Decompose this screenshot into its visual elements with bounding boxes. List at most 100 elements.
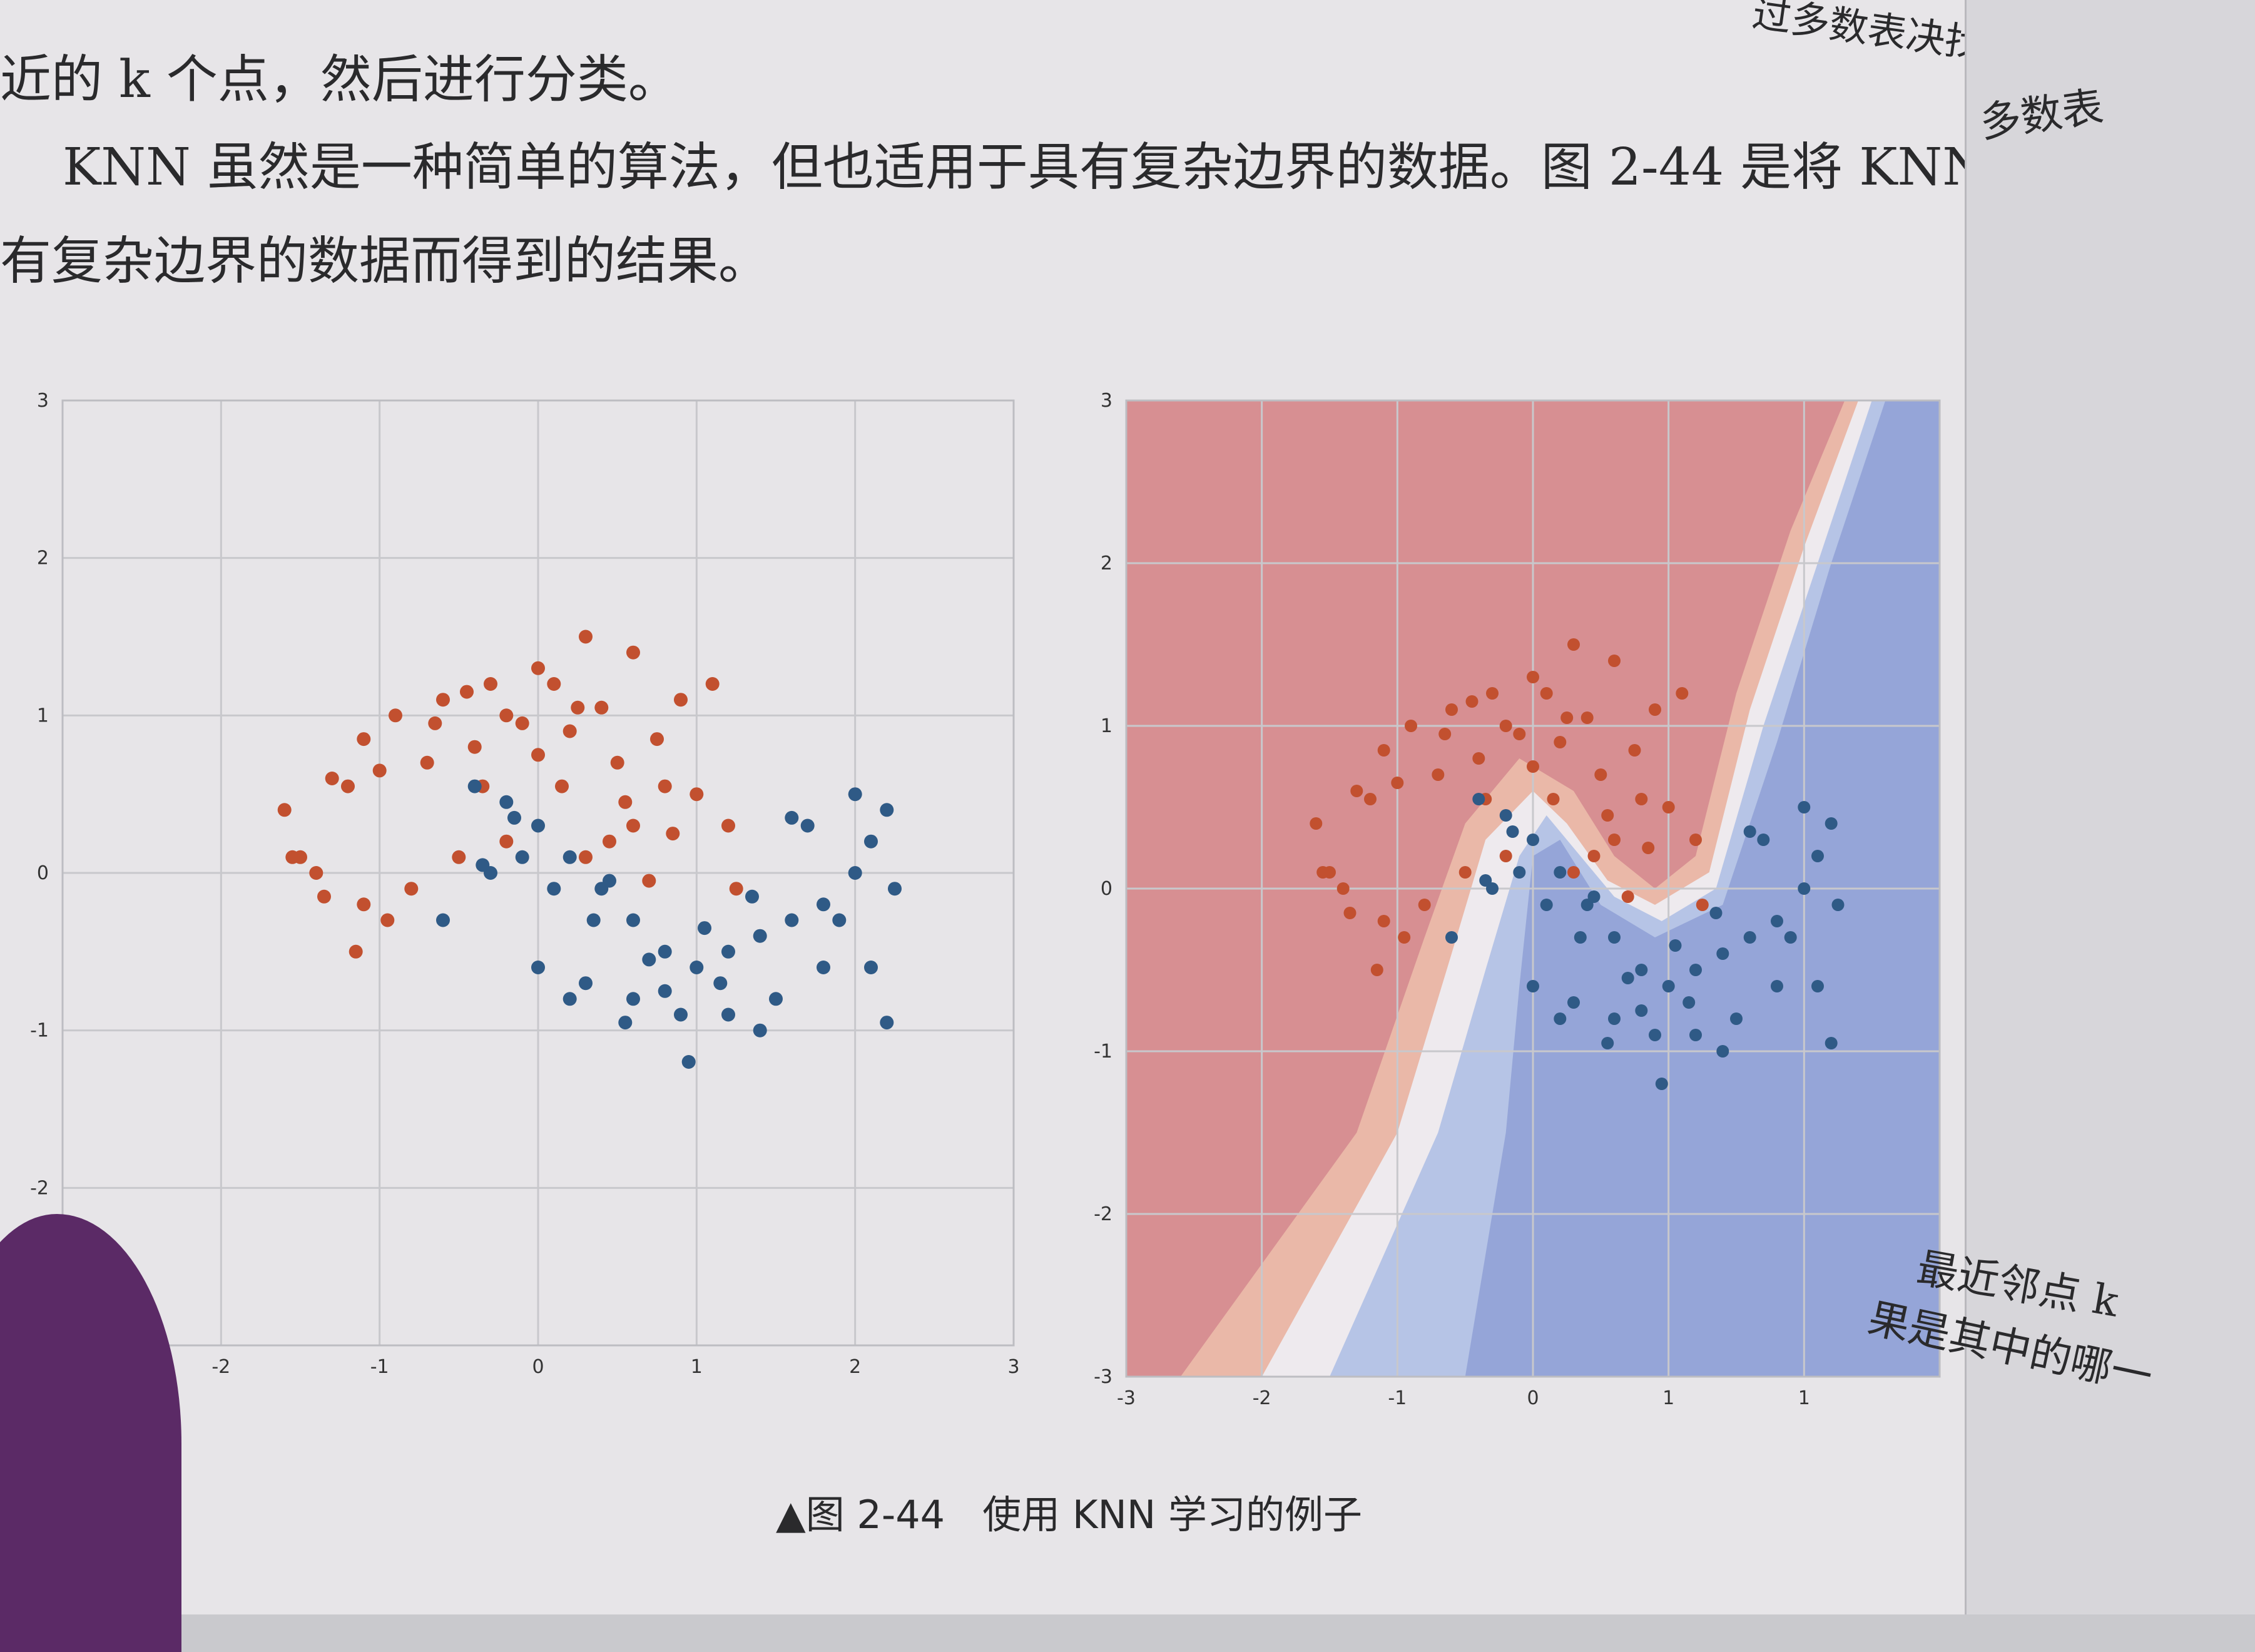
data-point-red bbox=[1310, 817, 1323, 830]
data-point-red bbox=[579, 850, 593, 864]
data-point-blue bbox=[880, 803, 894, 817]
x-tick-label: -2 bbox=[211, 1356, 230, 1378]
data-point-blue bbox=[1771, 915, 1783, 927]
data-point-red bbox=[341, 779, 355, 793]
data-point-blue bbox=[1472, 793, 1485, 805]
grid bbox=[61, 399, 1015, 1347]
data-point-red bbox=[1398, 931, 1411, 944]
data-point-blue bbox=[436, 913, 450, 927]
data-point-red bbox=[562, 724, 577, 738]
series-blue bbox=[436, 779, 902, 1069]
data-point-red bbox=[309, 866, 323, 880]
plot-frame bbox=[1125, 399, 1941, 1378]
data-point-blue bbox=[507, 810, 521, 825]
data-point-blue bbox=[745, 889, 759, 904]
data-point-red bbox=[357, 897, 371, 912]
data-point-red bbox=[515, 716, 529, 730]
body-text-line-2: KNN 虽然是一种简单的算法，但也适用于具有复杂边界的数据。图 2-44 是将 … bbox=[63, 138, 2107, 197]
data-point-red bbox=[499, 834, 514, 849]
data-point-blue bbox=[1608, 931, 1621, 944]
y-tick-label: -2 bbox=[30, 1177, 49, 1199]
data-point-blue bbox=[1479, 874, 1492, 887]
y-tick-label: 2 bbox=[37, 548, 49, 569]
data-point-blue bbox=[1649, 1029, 1661, 1041]
data-point-blue bbox=[562, 992, 577, 1006]
data-point-red bbox=[618, 795, 633, 809]
data-point-blue bbox=[721, 944, 735, 959]
data-point-blue bbox=[1716, 1045, 1729, 1058]
data-point-blue bbox=[562, 850, 577, 864]
plot-area: -3 -2 -1 0 1 1 -3 -2 -1 0 1 2 3 bbox=[1094, 390, 1941, 1409]
data-point-red bbox=[1336, 882, 1350, 895]
data-point-red bbox=[1621, 890, 1634, 903]
data-point-red bbox=[317, 889, 331, 904]
data-point-blue bbox=[658, 944, 672, 959]
data-point-red bbox=[1472, 752, 1485, 765]
data-point-red bbox=[603, 834, 616, 849]
y-tick-label: 0 bbox=[1101, 878, 1112, 900]
data-point-blue bbox=[681, 1055, 696, 1069]
data-point-red bbox=[650, 732, 664, 747]
facing-text-1: 多数表 bbox=[1977, 82, 2107, 148]
data-point-blue bbox=[1554, 1012, 1567, 1025]
data-point-blue bbox=[547, 882, 561, 896]
data-point-red bbox=[1370, 964, 1383, 976]
data-point-blue bbox=[1811, 850, 1824, 862]
data-point-blue bbox=[817, 961, 830, 974]
series-red bbox=[1310, 638, 1709, 976]
y-tick-label: 1 bbox=[37, 705, 49, 727]
x-tick-label: 0 bbox=[1527, 1387, 1539, 1409]
data-point-red bbox=[1377, 744, 1390, 757]
x-tick-label: -2 bbox=[1253, 1387, 1271, 1409]
data-point-red bbox=[1350, 785, 1363, 797]
data-point-red bbox=[1499, 720, 1512, 732]
data-point-red bbox=[1458, 866, 1472, 879]
series-blue bbox=[1445, 793, 1845, 1090]
x-tick-label: -1 bbox=[1388, 1387, 1407, 1409]
figure-caption: ▲图 2-44 使用 KNN 学习的例子 bbox=[776, 1483, 1362, 1539]
data-point-red bbox=[1581, 711, 1594, 724]
data-point-red bbox=[1540, 687, 1553, 700]
data-point-red bbox=[1432, 768, 1445, 781]
data-point-red bbox=[349, 944, 363, 959]
data-point-blue bbox=[1540, 899, 1553, 911]
data-point-red bbox=[571, 700, 585, 715]
data-point-blue bbox=[800, 818, 815, 833]
data-point-blue bbox=[1743, 931, 1756, 944]
data-point-red bbox=[1689, 834, 1702, 846]
data-point-red bbox=[1662, 801, 1675, 813]
data-point-blue bbox=[1682, 996, 1696, 1009]
grid bbox=[1125, 399, 1941, 1378]
data-point-red bbox=[1696, 899, 1709, 911]
data-point-blue bbox=[1798, 801, 1811, 813]
body-text-line-3: 有复杂边界的数据而得到的结果。 bbox=[0, 232, 770, 291]
data-point-blue bbox=[626, 992, 640, 1006]
data-point-red bbox=[1513, 728, 1526, 740]
y-tick-label: -2 bbox=[1094, 1203, 1112, 1225]
region-blue bbox=[1465, 400, 1940, 1377]
data-point-red bbox=[325, 772, 339, 785]
data-point-red bbox=[555, 779, 569, 793]
data-point-red bbox=[1527, 671, 1539, 683]
data-point-red bbox=[1547, 793, 1560, 805]
data-point-red bbox=[1649, 703, 1661, 716]
data-point-blue bbox=[531, 961, 545, 974]
caption-marker: ▲ bbox=[776, 1492, 806, 1537]
data-point-red bbox=[357, 732, 371, 747]
data-point-blue bbox=[603, 874, 616, 888]
data-point-blue bbox=[515, 850, 529, 864]
data-point-red bbox=[721, 818, 735, 833]
data-point-blue bbox=[1743, 825, 1756, 838]
data-point-blue bbox=[1730, 1012, 1743, 1025]
data-point-blue bbox=[832, 913, 847, 927]
data-point-red bbox=[690, 787, 704, 802]
data-point-red bbox=[499, 708, 514, 723]
caption-number: 图 2-44 bbox=[805, 1492, 945, 1537]
plot-frame bbox=[61, 399, 1015, 1347]
data-point-blue bbox=[888, 882, 902, 896]
data-point-blue bbox=[753, 929, 767, 943]
data-point-red bbox=[467, 740, 482, 754]
data-point-red bbox=[428, 716, 442, 730]
data-point-red bbox=[285, 850, 300, 864]
data-point-blue bbox=[1513, 866, 1526, 879]
